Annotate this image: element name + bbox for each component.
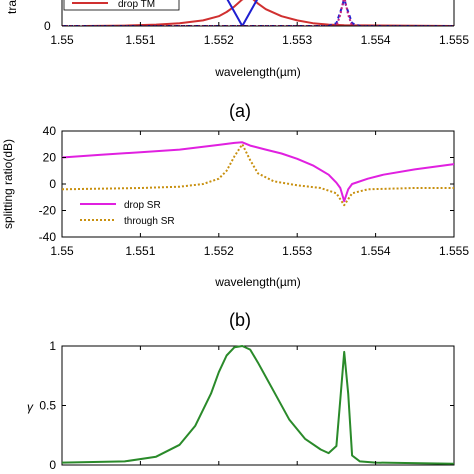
panel-b-ytick-label-4: -40 — [39, 230, 57, 244]
panel-b-ylabel: splitting ratio(dB) — [1, 139, 15, 229]
panel-c-series-0 — [61, 345, 455, 465]
legend-b-through-label: through SR — [124, 216, 175, 227]
panel-b-xtick-label-5: 1.555 — [439, 244, 469, 258]
panel-c: 00.51 γ — [27, 339, 455, 472]
panel-b-ytick-label-2: 0 — [49, 177, 56, 191]
panel-b-ytick-label-1: 20 — [43, 151, 57, 165]
panel-b-legend: drop SR through SR — [80, 200, 175, 227]
panel-b-ytick-label-0: 40 — [43, 124, 57, 138]
panel-b-series-group — [61, 141, 455, 207]
panel-c-series-group — [61, 345, 455, 465]
panel-b-series-0 — [61, 141, 455, 203]
panel-a-legend-box — [63, 0, 180, 11]
panel-a-series-1 — [226, 0, 259, 26]
panel-a-series-group — [62, 0, 454, 26]
panel-b-xtick-label-1: 1.551 — [125, 244, 155, 258]
panel-a-series-0 — [85, 0, 454, 26]
panel-c-xticks — [139, 346, 377, 465]
panel-a-ytick-0: 0 — [44, 19, 51, 33]
panel-c-ytick-label-2: 1 — [49, 339, 56, 353]
panel-c-ylabel: γ — [27, 400, 34, 414]
panel-b-xticks: 1.55 1.551 1.552 1.553 1.554 1.555 — [50, 131, 469, 258]
panel-a-xticks: 1.55 1.551 1.552 1.553 1.554 1.555 — [50, 22, 469, 47]
panel-c-ytick-label-1: 0.5 — [39, 399, 56, 413]
panel-a-xtick-label-0: 1.55 — [50, 33, 74, 47]
panel-a-xtick-label-3: 1.553 — [282, 33, 312, 47]
panel-a: drop TM 0 tra 1.55 1.551 1.552 1.553 1.554 1.… — [5, 0, 469, 121]
panel-a-xtick-label-4: 1.554 — [361, 33, 391, 47]
panel-a-xtick-label-2: 1.552 — [204, 33, 234, 47]
panel-a-xtick-label-1: 1.551 — [125, 33, 155, 47]
panel-c-yticks: 00.51 — [39, 339, 454, 472]
panel-b-xtick-label-3: 1.553 — [282, 244, 312, 258]
panel-b-xtick-label-0: 1.55 — [50, 244, 74, 258]
panel-c-ytick-label-0: 0 — [49, 458, 56, 472]
legend-b-drop-label: drop SR — [124, 200, 161, 211]
panel-b-yticks: 40 20 0 -20 -40 — [39, 124, 454, 244]
legend-a-label: drop TM — [118, 0, 155, 10]
panel-a-xlabel: wavelength(µm) — [214, 65, 301, 79]
panel-b-xtick-label-2: 1.552 — [204, 244, 234, 258]
panel-b-label: (b) — [229, 310, 251, 330]
panel-b-series-1 — [61, 143, 454, 207]
panel-b-ytick-label-3: -20 — [39, 204, 57, 218]
panel-b-xlabel: wavelength(µm) — [214, 275, 301, 289]
panel-a-ylabel: tra — [5, 0, 19, 14]
panel-a-label: (a) — [229, 101, 251, 121]
panel-b-xtick-label-4: 1.554 — [361, 244, 391, 258]
panel-a-xtick-label-5: 1.555 — [439, 33, 469, 47]
panel-a-legend: drop TM — [63, 0, 180, 11]
